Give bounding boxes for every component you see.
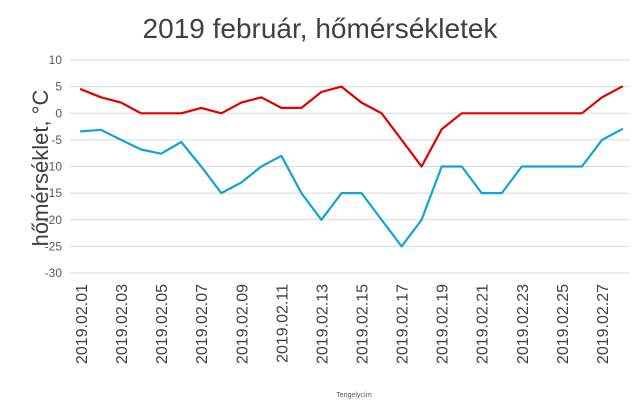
y-axis-ticks: 10 5 0 -5 -10 -15 -20 -25 -30 (45, 53, 63, 280)
y-tick-label: -25 (45, 239, 63, 253)
series-line-2 (79, 128, 624, 248)
x-tick-label: 2019.02.09 (234, 284, 251, 364)
x-tick-label: 2019.02.25 (555, 284, 572, 364)
x-tick-label: 2019.02.17 (395, 284, 412, 364)
x-tick-label: 2019.02.19 (435, 284, 452, 364)
y-tick-label: -15 (45, 186, 63, 200)
x-tick-label: 2019.02.13 (314, 284, 331, 364)
x-tick-label: 2019.02.05 (154, 284, 171, 364)
y-tick-label: -5 (51, 133, 62, 147)
y-tick-label: -30 (45, 266, 63, 280)
x-tick-label: 2019.02.23 (515, 284, 532, 364)
y-tick-label: -20 (45, 213, 63, 227)
y-tick-label: 0 (55, 106, 62, 120)
x-tick-label: 2019.02.15 (355, 284, 372, 364)
y-tick-label: 10 (49, 53, 63, 67)
y-axis-label: hőmérséklet, °C (28, 90, 53, 247)
y-tick-label: -10 (45, 160, 63, 174)
x-tick-label: 2019.02.21 (475, 284, 492, 364)
chart-title: 2019 február, hőmérsékletek (143, 13, 499, 44)
x-axis-ticks: 2019.02.01 2019.02.03 2019.02.05 2019.02.07… (74, 284, 612, 364)
series-lines (79, 85, 624, 248)
x-tick-label: 2019.02.07 (194, 284, 211, 364)
series-line-1 (79, 85, 624, 168)
x-tick-label: 2019.02.27 (595, 284, 612, 364)
x-tick-label: 2019.02.11 (274, 284, 291, 363)
x-tick-label: 2019.02.01 (74, 284, 91, 364)
y-tick-label: 5 (55, 80, 62, 94)
x-tick-label: 2019.02.03 (114, 284, 131, 364)
x-axis-label: Tengelycím (336, 392, 372, 399)
